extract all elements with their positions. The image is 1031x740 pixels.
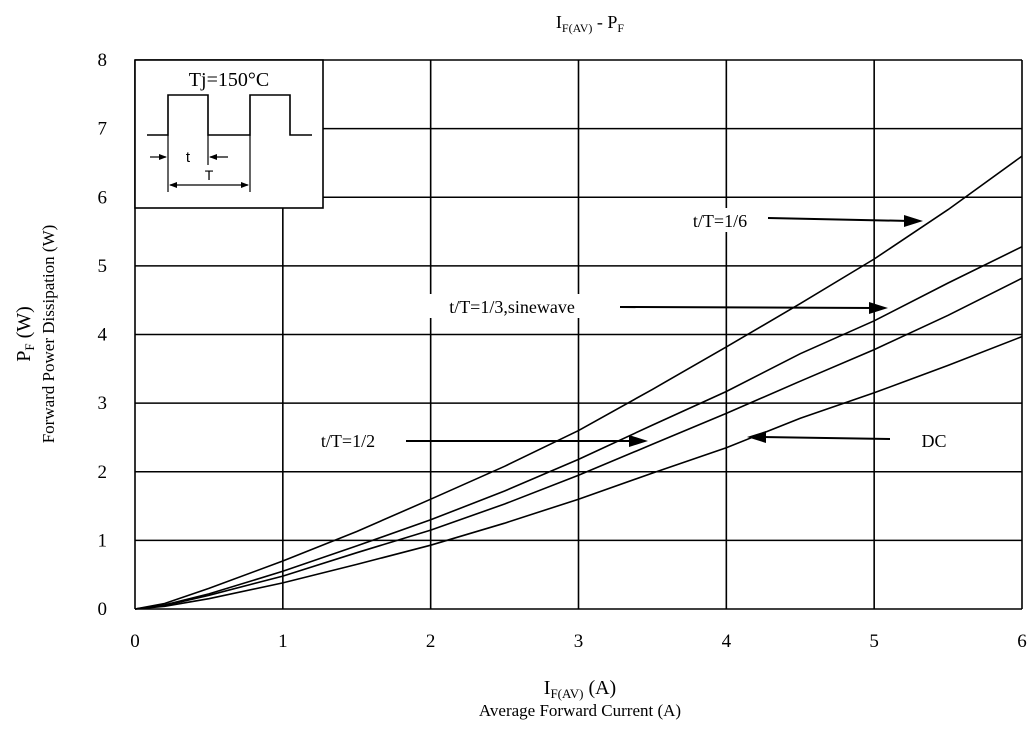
y-tick-label-4: 4 [98, 325, 108, 346]
y-axis-label: PF (W) [13, 306, 37, 362]
annotation-label-1-2: t/T=1/2 [321, 431, 375, 451]
pulse-waveform [147, 94, 312, 136]
annotation-arrowhead-1-6 [904, 215, 923, 227]
inset-t-label: t [186, 149, 191, 166]
inset-box: Tj=150°C t T [134, 59, 324, 209]
x-tick-label-0: 0 [130, 631, 140, 652]
T-arrow-right-head [241, 182, 249, 188]
x-tick-label-4: 4 [722, 631, 732, 652]
grid [134, 59, 1023, 610]
t-arrow-left-head [159, 154, 167, 160]
y-tick-label-7: 7 [98, 119, 108, 140]
y-tick-label-2: 2 [98, 462, 108, 483]
annotation-1-6: t/T=1/6 [672, 208, 923, 232]
annotation-arrowhead-dc [747, 431, 766, 443]
annotation-arrow-dc [759, 436, 891, 440]
y-axis-description: Forward Power Dissipation (W) [39, 225, 58, 444]
annotation-arrow-1-6 [767, 217, 911, 222]
annotation-arrowhead-1-2 [629, 435, 648, 447]
chart-title: IF(AV) - PF [556, 12, 624, 35]
series-line-3 [134, 335, 1023, 610]
inset-frame [134, 59, 324, 209]
y-tick-label-6: 6 [98, 187, 108, 208]
x-tick-label-6: 6 [1017, 631, 1027, 652]
series-line-1 [134, 245, 1023, 610]
y-tick-label-1: 1 [98, 530, 108, 551]
x-tick-label-2: 2 [426, 631, 436, 652]
y-tick-label-5: 5 [98, 256, 108, 277]
annotation-1-3: t/T=1/3,sinewave [420, 294, 888, 318]
x-axis-label: IF(AV) (A) [544, 677, 616, 701]
series-line-0 [134, 155, 1023, 610]
annotation-label-1-6: t/T=1/6 [693, 211, 747, 231]
inset-temp-label: Tj=150°C [189, 69, 269, 91]
inset-T-label: T [205, 167, 214, 183]
tick-labels: 0 1 2 3 4 5 6 0 1 2 3 4 5 6 7 8 [98, 50, 1027, 652]
x-tick-label-1: 1 [278, 631, 288, 652]
annotation-arrowhead-1-3 [869, 302, 888, 314]
annotation-dc: DC [747, 428, 960, 452]
x-axis-description: Average Forward Current (A) [479, 701, 681, 720]
x-tick-label-3: 3 [574, 631, 584, 652]
series-line-2 [134, 277, 1023, 610]
annotation-label-1-3: t/T=1/3,sinewave [449, 297, 575, 317]
series-lines [134, 155, 1023, 610]
y-tick-label-0: 0 [98, 599, 108, 620]
annotation-label-dc: DC [921, 431, 946, 451]
t-arrow-right-head [209, 154, 217, 160]
y-tick-label-8: 8 [98, 50, 108, 71]
y-tick-label-3: 3 [98, 393, 108, 414]
T-arrow-left-head [169, 182, 177, 188]
annotation-1-2: t/T=1/2 [308, 428, 648, 452]
x-tick-label-5: 5 [869, 631, 879, 652]
annotation-arrow-1-3 [619, 306, 877, 309]
